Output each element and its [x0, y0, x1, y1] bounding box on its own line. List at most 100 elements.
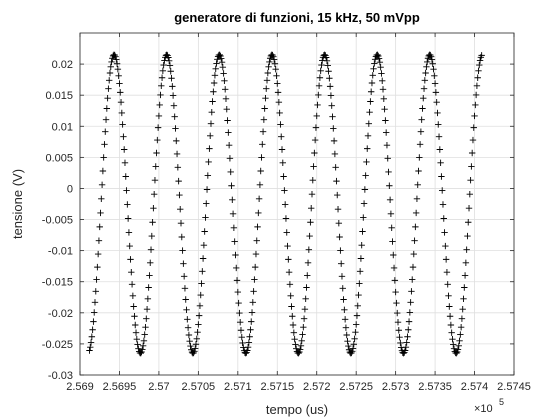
data-point [376, 59, 384, 66]
y-tick-label: 0.015 [45, 90, 73, 102]
data-point [440, 215, 447, 222]
data-point [404, 333, 411, 340]
data-point [180, 260, 187, 267]
data-point [389, 238, 396, 245]
data-point [108, 58, 115, 66]
data-point [364, 145, 371, 152]
data-point [356, 268, 364, 275]
data-point [377, 64, 384, 71]
data-point [388, 224, 395, 232]
data-point [261, 105, 268, 112]
data-point [421, 77, 429, 84]
data-point [334, 205, 342, 213]
data-point [156, 101, 163, 109]
data-point [360, 214, 367, 221]
data-point [94, 263, 101, 271]
data-point [249, 299, 257, 306]
data-point [337, 260, 345, 267]
data-point [417, 128, 425, 135]
x-tick-label: 2.571 [224, 381, 252, 393]
data-point [475, 67, 482, 75]
data-point [102, 116, 110, 123]
data-point [126, 242, 133, 250]
data-point [339, 285, 346, 292]
data-point [139, 346, 146, 353]
data-point [208, 108, 215, 116]
data-point [412, 223, 419, 231]
data-point [281, 187, 288, 194]
data-point [120, 146, 128, 153]
data-point [453, 349, 460, 357]
data-point [117, 98, 125, 106]
data-point [458, 315, 466, 322]
data-point [457, 323, 465, 331]
data-point [231, 238, 238, 245]
ticks: 2.569 2.5695 2.57 2.5705 2.571 2.5715 2.572 2.5… [42, 33, 531, 393]
data-point [227, 168, 234, 176]
data-point [407, 299, 414, 306]
y-tick-label: -0.025 [42, 339, 73, 351]
data-point [394, 309, 401, 317]
data-point [306, 232, 313, 240]
data-point [415, 167, 422, 175]
data-point [293, 345, 300, 352]
data-point [280, 173, 287, 180]
y-tick-label: 0 [67, 183, 73, 195]
data-point [252, 250, 260, 258]
data-point [357, 255, 365, 262]
y-tick-label: 0.005 [45, 152, 73, 164]
data-point [269, 51, 276, 59]
data-point [194, 329, 201, 336]
data-point [428, 56, 436, 63]
data-point [166, 62, 174, 69]
data-point [116, 80, 123, 87]
data-point [352, 321, 360, 328]
y-tick-label: -0.03 [48, 370, 73, 382]
data-point [259, 128, 267, 135]
data-point [152, 163, 159, 170]
x-tick-label: 2.57 [148, 381, 169, 393]
data-point [308, 190, 316, 198]
data-point [409, 263, 417, 271]
y-tick-label: -0.005 [42, 215, 73, 227]
data-point [446, 313, 454, 320]
data-point [244, 343, 252, 351]
data-point [226, 155, 234, 162]
data-point [344, 337, 351, 345]
data-point [307, 219, 314, 226]
x-tick-label: 2.574 [461, 381, 489, 393]
data-point [219, 64, 227, 71]
data-point [385, 168, 392, 176]
data-point [113, 56, 120, 63]
data-point [248, 309, 256, 316]
data-point [302, 295, 309, 302]
data-point [468, 149, 476, 157]
data-point [324, 62, 331, 69]
data-point [190, 349, 197, 357]
data-point [88, 333, 96, 340]
data-point [286, 281, 294, 288]
data-point [266, 58, 273, 66]
data-point [97, 209, 104, 217]
data-point [174, 164, 182, 171]
data-point [360, 200, 368, 207]
data-point [150, 190, 158, 198]
data-point [393, 299, 400, 307]
data-point [285, 268, 293, 276]
data-point [133, 336, 141, 343]
data-point [335, 219, 343, 227]
data-point [142, 323, 149, 331]
data-point [329, 113, 336, 120]
data-point [370, 65, 377, 72]
data-point [153, 149, 160, 157]
data-point [328, 102, 335, 109]
data-point [437, 159, 444, 167]
data-point [272, 65, 279, 73]
data-point [468, 163, 475, 170]
data-point [210, 79, 218, 87]
data-point [196, 302, 204, 310]
y-axis-label: tensione (V) [10, 169, 25, 239]
data-point [311, 136, 319, 144]
data-point [230, 224, 238, 232]
data-point [173, 137, 180, 145]
